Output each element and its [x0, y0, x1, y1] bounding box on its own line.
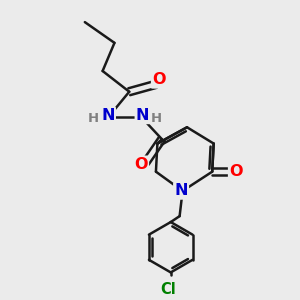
Text: O: O: [134, 157, 148, 172]
Text: N: N: [136, 108, 149, 123]
Text: H: H: [151, 112, 162, 125]
Text: N: N: [174, 184, 188, 199]
Text: O: O: [229, 164, 243, 179]
Text: O: O: [152, 72, 166, 87]
Text: H: H: [88, 112, 99, 125]
Text: N: N: [101, 108, 115, 123]
Text: Cl: Cl: [160, 282, 176, 297]
